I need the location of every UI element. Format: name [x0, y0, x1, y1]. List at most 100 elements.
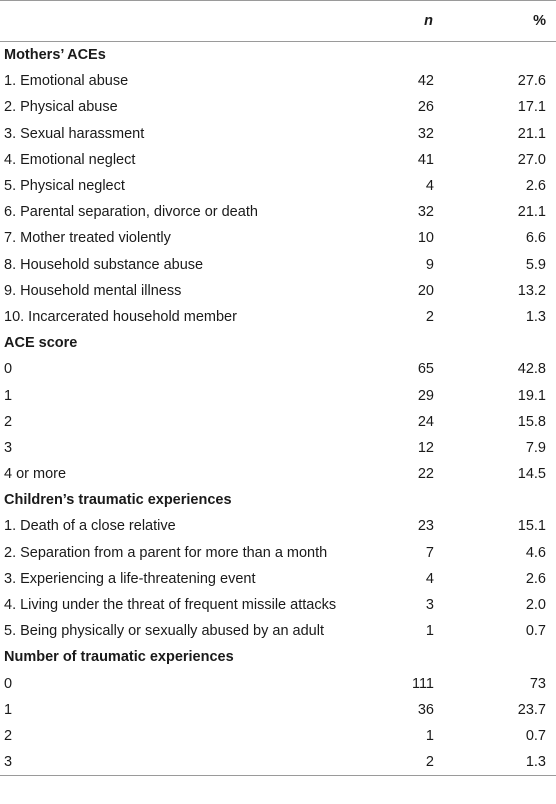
row-percent-cell: 14.5	[517, 466, 546, 483]
row-label-cell: 3. Sexual harassment	[4, 125, 145, 142]
table-row: 9. Household mental illness 20 13.2	[0, 278, 556, 304]
row-n-cell: 32	[417, 204, 434, 221]
table-row: 10. Incarcerated household member 2 1.3	[0, 304, 556, 330]
row-n-cell: 4	[425, 178, 434, 195]
row-percent-cell: 42.8	[517, 361, 546, 378]
table-row: 1. Emotional abuse 42 27.6	[0, 68, 556, 94]
row-label-cell: 2. Separation from a parent for more tha…	[4, 544, 328, 561]
row-n-cell: 7	[425, 544, 434, 561]
table-row: 1 29 19.1	[0, 382, 556, 408]
row-label-cell: 8. Household substance abuse	[4, 256, 204, 273]
row-n-cell: 41	[417, 151, 434, 168]
row-label-cell: 2	[4, 413, 13, 430]
table-row: 5. Physical neglect 4 2.6	[0, 173, 556, 199]
row-percent-cell: 2.6	[525, 570, 546, 587]
row-percent-cell: 21.1	[517, 204, 546, 221]
row-label-cell: 0	[4, 361, 13, 378]
row-label-cell: 1. Death of a close relative	[4, 518, 176, 535]
row-n-cell: 2	[364, 749, 456, 777]
row-n-cell: 9	[425, 256, 434, 273]
row-label-cell: 2	[4, 727, 13, 744]
section-title: ACE score	[4, 335, 78, 352]
row-label-cell: 5. Physical neglect	[4, 178, 125, 195]
row-n-cell: 32	[417, 125, 434, 142]
row-percent-cell: 21.1	[517, 125, 546, 142]
row-label-cell: 7. Mother treated violently	[4, 230, 171, 247]
table-row: 0 111 73	[0, 671, 556, 697]
row-percent-cell: 6.6	[525, 230, 546, 247]
table-row: 0 65 42.8	[0, 356, 556, 382]
row-n-cell: 36	[417, 701, 434, 718]
header-row: n %	[0, 0, 556, 42]
header-label-cell	[0, 0, 364, 42]
row-label-cell: 4. Living under the threat of frequent m…	[4, 597, 337, 614]
row-n-cell: 12	[417, 439, 434, 456]
row-label-cell: 1	[4, 387, 13, 404]
table-row: 4. Living under the threat of frequent m…	[0, 592, 556, 618]
data-table: n % Mothers’ ACEs 1. Emotional abuse 42 27.…	[0, 0, 556, 777]
row-percent-cell: 17.1	[517, 99, 546, 116]
table-row: 3 2 1.3	[0, 749, 556, 777]
row-label-cell: 0	[4, 675, 13, 692]
section-header-row: ACE score	[0, 330, 556, 356]
row-percent-cell: 0.7	[525, 623, 546, 640]
row-n-cell: 10	[417, 230, 434, 247]
table-row: 8. Household substance abuse 9 5.9	[0, 252, 556, 278]
header-n-cell: n	[364, 0, 456, 42]
table-row: 2 24 15.8	[0, 409, 556, 435]
row-label-cell: 2. Physical abuse	[4, 99, 118, 116]
row-percent-cell: 7.9	[525, 439, 546, 456]
row-n-cell: 1	[425, 623, 434, 640]
table-row: 2 1 0.7	[0, 723, 556, 749]
table-row: 4. Emotional neglect 41 27.0	[0, 147, 556, 173]
row-percent-cell: 15.8	[517, 413, 546, 430]
table-row: 3. Experiencing a life-threatening event…	[0, 566, 556, 592]
row-label-cell: 1. Emotional abuse	[4, 73, 129, 90]
row-percent-cell: 2.6	[525, 178, 546, 195]
row-percent-cell: 19.1	[517, 387, 546, 404]
row-n-cell: 4	[425, 570, 434, 587]
row-n-cell: 20	[417, 282, 434, 299]
table-row: 2. Physical abuse 26 17.1	[0, 94, 556, 120]
table-row: 2. Separation from a parent for more tha…	[0, 540, 556, 566]
row-percent-cell: 5.9	[525, 256, 546, 273]
row-percent-cell: 15.1	[517, 518, 546, 535]
table-body: Mothers’ ACEs 1. Emotional abuse 42 27.6 2. …	[0, 42, 556, 777]
row-label-cell: 3	[0, 749, 364, 777]
row-label-cell: 5. Being physically or sexually abused b…	[4, 623, 324, 640]
table-header: n %	[0, 0, 556, 42]
section-title: Mothers’ ACEs	[4, 47, 106, 64]
row-label-cell: 1	[4, 701, 13, 718]
row-percent-cell: 13.2	[517, 282, 546, 299]
row-n-cell: 22	[417, 466, 434, 483]
row-label-cell: 10. Incarcerated household member	[4, 308, 237, 325]
row-percent-cell: 1.3	[456, 749, 556, 777]
section-title: Number of traumatic experiences	[4, 649, 234, 666]
table-row: 1 36 23.7	[0, 697, 556, 723]
section-header-row: Mothers’ ACEs	[0, 42, 556, 69]
row-percent-cell: 27.0	[517, 151, 546, 168]
table-row: 1. Death of a close relative 23 15.1	[0, 513, 556, 539]
header-percent-cell: %	[456, 0, 556, 42]
row-label-cell: 3. Experiencing a life-threatening event	[4, 570, 256, 587]
row-label-cell: 4 or more	[4, 466, 67, 483]
row-n-cell: 29	[417, 387, 434, 404]
row-percent-cell: 73	[529, 675, 546, 692]
table-row: 4 or more 22 14.5	[0, 461, 556, 487]
table-row: 6. Parental separation, divorce or death…	[0, 199, 556, 225]
row-percent-cell: 0.7	[525, 727, 546, 744]
row-n-cell: 2	[425, 308, 434, 325]
table-row: 3. Sexual harassment 32 21.1	[0, 121, 556, 147]
section-header-row: Number of traumatic experiences	[0, 644, 556, 670]
row-percent-cell: 27.6	[517, 73, 546, 90]
table-row: 3 12 7.9	[0, 435, 556, 461]
row-n-cell: 65	[417, 361, 434, 378]
row-label-cell: 9. Household mental illness	[4, 282, 182, 299]
row-label-cell: 6. Parental separation, divorce or death	[4, 204, 258, 221]
section-title: Children’s traumatic experiences	[4, 492, 232, 509]
section-header-row: Children’s traumatic experiences	[0, 487, 556, 513]
row-n-cell: 111	[411, 675, 434, 692]
table-row: 7. Mother treated violently 10 6.6	[0, 225, 556, 251]
row-percent-cell: 4.6	[525, 544, 546, 561]
